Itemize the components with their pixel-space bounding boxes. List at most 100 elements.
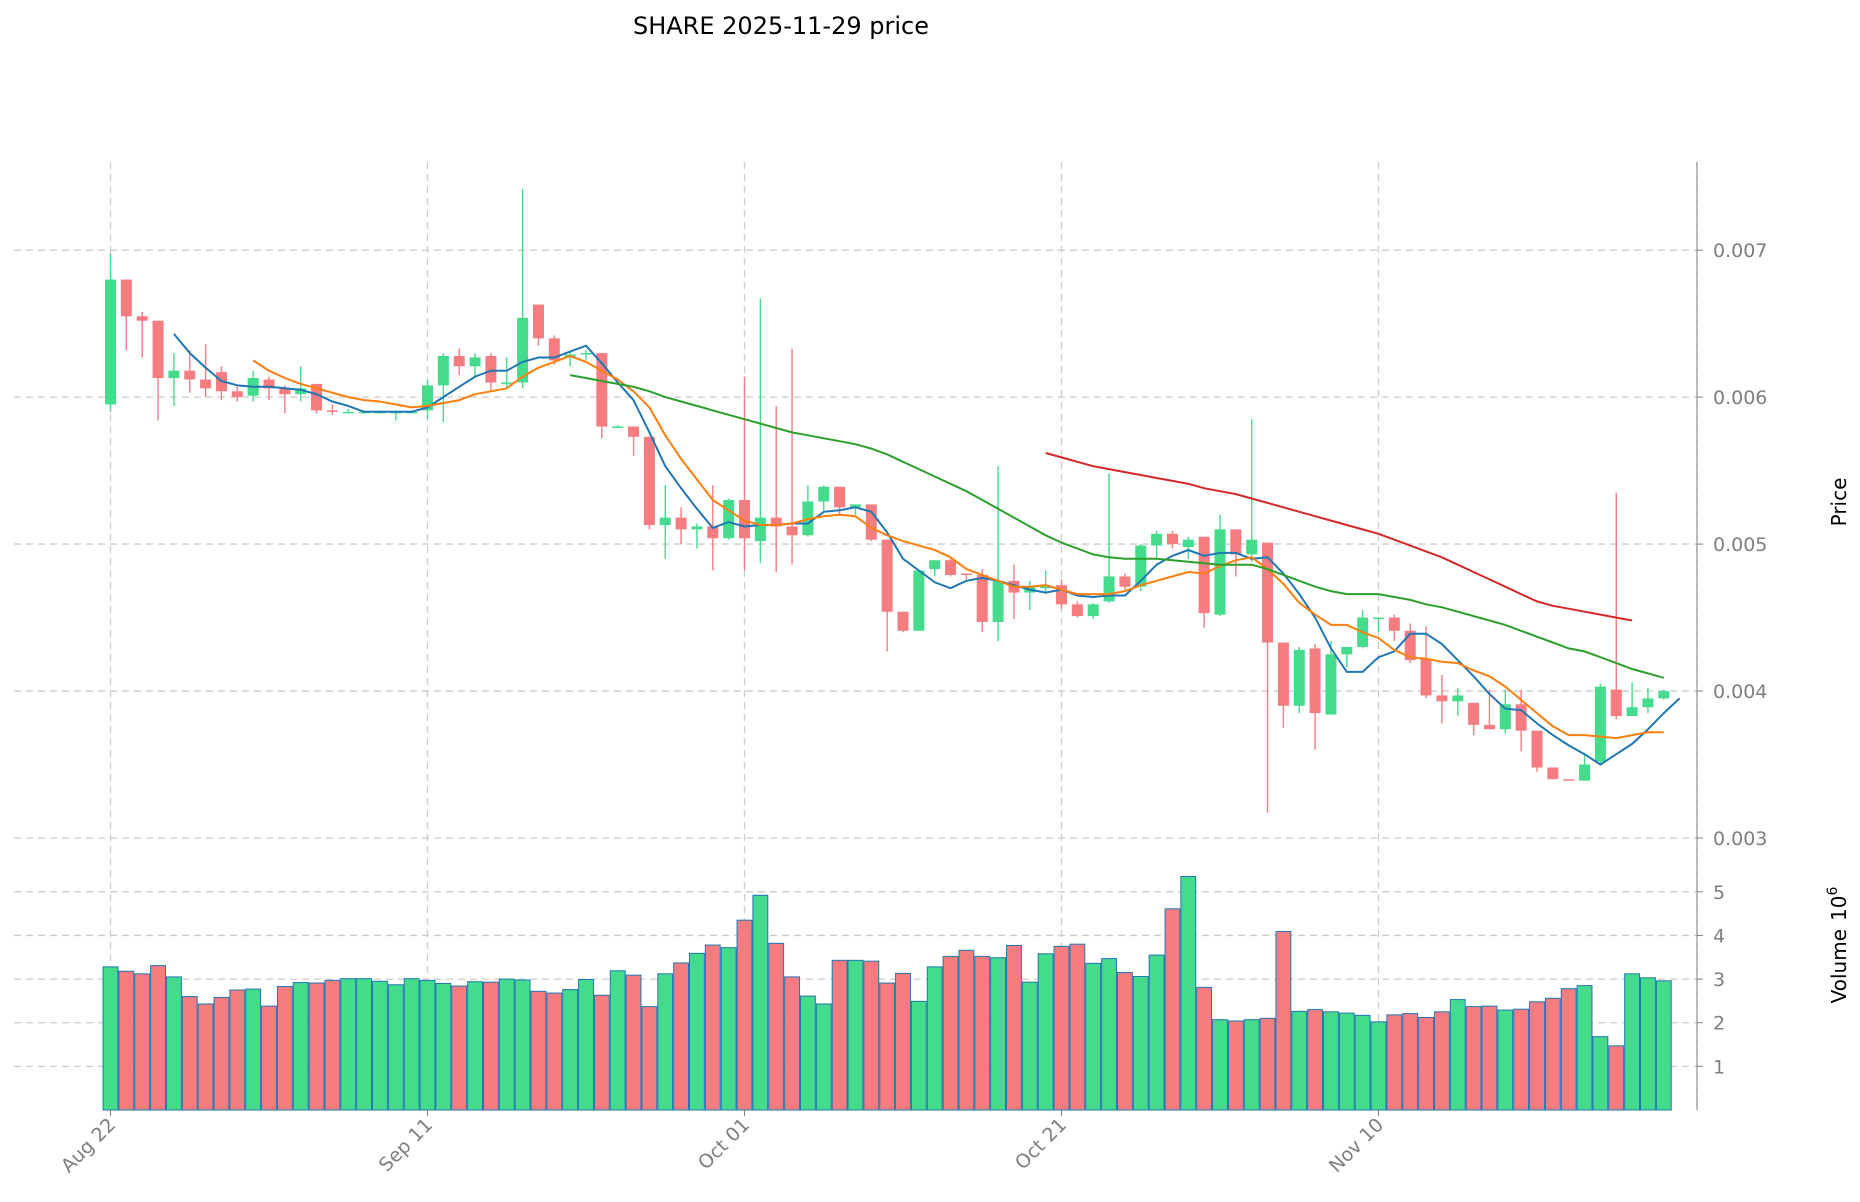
candle-body (533, 305, 544, 339)
candle-body (1579, 765, 1590, 781)
volume-bar (1276, 932, 1291, 1110)
volume-tick-label: 2 (1713, 1013, 1725, 1035)
candle-body (1642, 698, 1653, 707)
volume-bar (119, 971, 134, 1110)
volume-bar (785, 977, 800, 1110)
volume-bar (594, 995, 609, 1110)
candle-body (1119, 576, 1130, 586)
volume-bar (357, 979, 372, 1110)
volume-bar (1054, 946, 1069, 1110)
candle-body (1595, 687, 1606, 762)
candle-body (1516, 704, 1527, 730)
volume-bar (705, 945, 720, 1110)
volume-bar (975, 956, 990, 1110)
volume-bar (1339, 1013, 1354, 1110)
x-tick-label: Nov 10 (1325, 1114, 1388, 1177)
candle-body (517, 318, 528, 383)
volume-bar (1641, 978, 1656, 1110)
volume-bar (1403, 1014, 1418, 1110)
candle-body (121, 280, 132, 317)
candle-body (470, 357, 481, 366)
candle-body (168, 371, 179, 378)
price-candles (105, 188, 1669, 813)
volume-axis-unit: 10 (1827, 896, 1851, 921)
volume-tick-label: 4 (1713, 925, 1725, 947)
candle-body (1421, 659, 1432, 696)
candle-body (1325, 654, 1336, 714)
volume-bar (1149, 955, 1164, 1110)
volume-bar (1102, 959, 1117, 1110)
volume-axis-exponent: 6 (1825, 887, 1841, 896)
volume-bar (690, 953, 705, 1110)
volume-bar (943, 956, 958, 1110)
moving-average-ma14 (253, 356, 1664, 738)
candle-body (913, 571, 924, 631)
volume-bar (1514, 1009, 1529, 1110)
volume-bar (1007, 945, 1022, 1110)
candle-body (691, 526, 702, 529)
candle-body (660, 518, 671, 525)
volume-bar (1419, 1017, 1434, 1110)
price-tick-label: 0.005 (1713, 534, 1767, 556)
candle-body (1658, 691, 1669, 698)
candlestick-chart: SHARE 2025-11-29 price 0.0030.0040.0050.… (0, 0, 1860, 1202)
candle-body (1199, 537, 1210, 613)
volume-bar (1530, 1002, 1545, 1110)
candle-body (1104, 576, 1115, 601)
volume-bar (404, 979, 419, 1110)
volume-bar (1434, 1012, 1449, 1110)
volume-bar (1593, 1037, 1608, 1110)
volume-tick-label: 1 (1713, 1056, 1725, 1078)
volume-bar (1545, 998, 1560, 1110)
volume-bar (1355, 1015, 1370, 1110)
candle-body (327, 410, 338, 412)
volume-bar (1308, 1010, 1323, 1110)
volume-bar (468, 982, 483, 1110)
volume-bar (262, 1006, 277, 1110)
candle-body (818, 487, 829, 502)
volume-bar (166, 977, 181, 1110)
volume-bar (515, 980, 530, 1110)
volume-bar (1213, 1020, 1228, 1110)
volume-bar (610, 971, 625, 1110)
x-tick-label: Sep 11 (375, 1114, 437, 1176)
volume-bar (848, 960, 863, 1110)
candle-body (200, 379, 211, 388)
volume-bar (769, 943, 784, 1110)
volume-bar (1324, 1012, 1339, 1110)
candle-body (644, 437, 655, 525)
candle-body (105, 280, 116, 405)
candle-body (1183, 540, 1194, 547)
candle-body (501, 382, 512, 384)
volume-bar (1577, 986, 1592, 1110)
price-tick-label: 0.006 (1713, 387, 1767, 409)
volume-bar (151, 966, 166, 1110)
candle-body (993, 581, 1004, 622)
candle-body (945, 560, 956, 575)
moving-average-ma30 (570, 375, 1664, 678)
candle-body (454, 356, 465, 366)
volume-bar (642, 1007, 657, 1110)
volume-bar (1197, 987, 1212, 1110)
x-tick-label: Oct 01 (694, 1114, 754, 1174)
candle-body (1389, 618, 1400, 631)
volume-bar (800, 996, 815, 1110)
volume-axis-label: Volume 106 (1825, 887, 1851, 1004)
candle-body (1278, 643, 1289, 706)
volume-bar (1656, 981, 1671, 1110)
price-axis-label: Price (1827, 478, 1851, 527)
volume-bar (896, 973, 911, 1110)
volume-bar (182, 997, 197, 1110)
candle-body (929, 560, 940, 569)
volume-bar (1086, 963, 1101, 1110)
volume-bars (103, 877, 1671, 1110)
moving-average-ma60 (1046, 453, 1632, 621)
volume-bar (1133, 976, 1148, 1110)
candle-body (1341, 647, 1352, 654)
candle-body (438, 356, 449, 385)
volume-bar (309, 983, 324, 1110)
candle-body (612, 427, 623, 429)
volume-bar (1038, 954, 1053, 1110)
volume-bar (293, 983, 308, 1110)
volume-bar (388, 985, 403, 1110)
